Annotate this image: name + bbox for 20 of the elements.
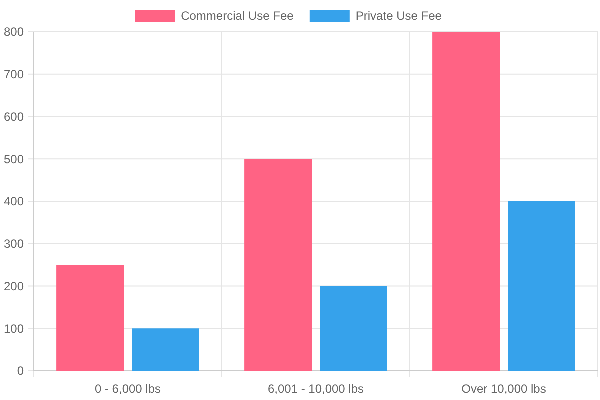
y-tick-label: 200 [4,279,24,294]
y-tick-label: 400 [4,194,24,209]
y-tick-label: 0 [17,364,24,378]
x-tick-label: 6,001 - 10,000 lbs [268,382,364,396]
y-tick-label: 500 [4,152,24,166]
x-tick-label: 0 - 6,000 lbs [94,382,162,396]
y-tick-label: 600 [4,110,24,124]
bar [432,32,500,371]
bar [320,286,388,371]
legend-label: Private Use Fee [356,9,442,24]
y-tick-label: 800 [4,25,24,40]
y-tick-label: 100 [4,322,24,336]
bar [56,265,124,371]
y-tick-label: 700 [4,68,24,82]
bar [244,159,312,371]
x-tick-label: Over 10,000 lbs [462,382,546,396]
bar [132,328,200,371]
y-tick-label: 300 [4,237,24,252]
legend-label: Commercial Use Fee [181,9,294,24]
bar [508,202,576,371]
